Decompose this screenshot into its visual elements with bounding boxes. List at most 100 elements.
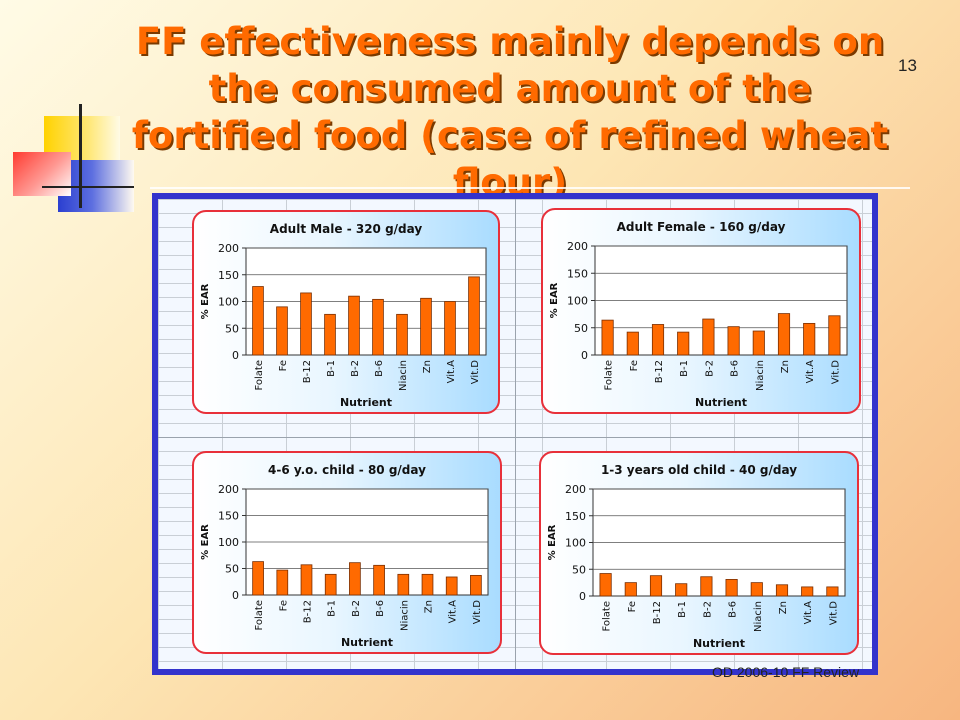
chart-child-4-6: 4-6 y.o. child - 80 g/day 0 50 100 150 200 % E… <box>192 451 502 654</box>
x-tick-label: B-6 <box>375 600 386 617</box>
bar-vit-d <box>826 586 839 597</box>
bar-b-12 <box>300 292 312 356</box>
bar-fe <box>276 306 288 356</box>
y-tick-label: 50 <box>574 322 588 335</box>
chart-title: 1-3 years old child - 40 g/day <box>601 463 797 477</box>
x-axis-label: Nutrient <box>341 636 393 649</box>
x-tick-label: Fe <box>278 600 289 611</box>
x-tick-label: B-1 <box>677 601 688 618</box>
x-tick-label: Folate <box>602 601 613 632</box>
bar-vit-d <box>828 315 841 356</box>
chart-child-1-3: 1-3 years old child - 40 g/day 0 50 100 150 2… <box>539 451 859 655</box>
bar-b-1 <box>677 331 690 356</box>
bar-vit-a <box>444 301 456 356</box>
y-tick-label: 0 <box>232 349 239 362</box>
chart-svg: 1-3 years old child - 40 g/day 0 50 100 150 2… <box>547 463 846 650</box>
y-tick-label: 0 <box>581 349 588 362</box>
y-tick-label: 0 <box>232 589 239 602</box>
slide-footer: OD 2006-10 FF Review <box>712 664 860 680</box>
x-tick-label: B-12 <box>654 360 665 383</box>
x-tick-label: B-2 <box>351 600 362 617</box>
x-tick-label: Niacin <box>753 601 764 632</box>
x-tick-label: B-12 <box>302 360 313 383</box>
x-tick-label: B-1 <box>679 360 690 377</box>
y-tick-label: 200 <box>565 483 586 496</box>
x-tick-label: Vit.D <box>472 600 483 624</box>
x-tick-label: B-6 <box>728 601 739 618</box>
bar-fe <box>624 582 637 597</box>
bar-zn <box>421 573 434 596</box>
y-axis-label: % EAR <box>549 282 560 318</box>
y-tick-label: 0 <box>579 590 586 603</box>
bar-vit-a <box>801 586 814 597</box>
x-tick-label: B-1 <box>327 600 338 617</box>
bar-vit-a <box>445 576 458 596</box>
bar-niacin <box>397 573 410 596</box>
x-tick-label: B-2 <box>350 360 361 377</box>
y-axis-label: % EAR <box>547 524 558 560</box>
bar-folate <box>252 561 264 596</box>
bar-folate <box>601 319 614 356</box>
x-tick-label: Vit.D <box>828 601 839 625</box>
y-tick-label: 100 <box>218 296 239 309</box>
y-axis-label: % EAR <box>200 524 211 560</box>
x-tick-label: Zn <box>780 360 791 373</box>
x-tick-label: Vit.A <box>446 360 457 383</box>
bar-fe <box>276 569 289 596</box>
x-axis-label: Nutrient <box>695 396 747 409</box>
y-tick-label: 150 <box>567 267 588 280</box>
bar-b-6 <box>372 298 384 356</box>
x-axis-label: Nutrient <box>693 637 745 650</box>
bar-zn <box>775 584 789 597</box>
bar-b-12 <box>651 324 665 356</box>
x-tick-label: Zn <box>422 360 433 373</box>
bar-b-12 <box>300 564 313 596</box>
bar-b-12 <box>649 575 663 597</box>
y-tick-label: 150 <box>218 510 239 523</box>
bar-b-1 <box>324 573 337 596</box>
decorative-horizontal-line <box>42 186 134 188</box>
x-tick-label: Niacin <box>399 600 410 631</box>
x-tick-label: Vit.A <box>803 601 814 624</box>
y-tick-label: 50 <box>225 322 239 335</box>
bar-vit-d <box>468 276 480 356</box>
frame-divider-horizontal <box>158 437 872 438</box>
x-tick-label: Vit.D <box>470 360 481 384</box>
x-tick-label: Fe <box>627 601 638 612</box>
bar-b-6 <box>727 326 740 356</box>
bar-niacin <box>396 313 408 356</box>
y-tick-label: 150 <box>218 269 239 282</box>
x-tick-label: Zn <box>424 600 435 613</box>
bar-vit-a <box>803 322 816 356</box>
slide-title: FF effectiveness mainly depends on the c… <box>131 20 889 204</box>
title-underline <box>150 187 910 189</box>
y-axis-label: % EAR <box>200 283 211 319</box>
y-tick-label: 200 <box>218 483 239 496</box>
x-tick-label: Niacin <box>755 360 766 391</box>
bar-niacin <box>752 330 765 356</box>
bar-niacin <box>750 582 763 597</box>
chart-title: Adult Male - 320 g/day <box>270 222 423 236</box>
x-tick-label: Vit.A <box>448 600 459 623</box>
x-tick-label: Folate <box>254 600 265 631</box>
chart-adult-male: Adult Male - 320 g/day 0 50 100 150 200 % EAR F… <box>192 210 500 414</box>
bar-b-2 <box>702 318 715 356</box>
y-tick-label: 100 <box>565 537 586 550</box>
x-tick-label: B-6 <box>374 360 385 377</box>
x-tick-label: B-12 <box>652 601 663 624</box>
x-tick-label: B-2 <box>702 601 713 618</box>
chart-svg: Adult Female - 160 g/day 0 50 100 150 200 % EA… <box>549 220 848 409</box>
bar-b-2 <box>348 295 360 356</box>
chart-title: 4-6 y.o. child - 80 g/day <box>268 463 426 477</box>
chart-svg: Adult Male - 320 g/day 0 50 100 150 200 % EAR F… <box>200 222 487 409</box>
chart-svg: 4-6 y.o. child - 80 g/day 0 50 100 150 200 % E… <box>200 463 489 649</box>
bar-vit-d <box>470 574 482 596</box>
x-tick-label: Fe <box>278 360 289 371</box>
frame-divider-vertical <box>515 199 516 669</box>
y-tick-label: 50 <box>225 563 239 576</box>
bar-zn <box>420 297 432 356</box>
x-tick-label: Fe <box>629 360 640 371</box>
bar-b-2 <box>349 562 361 596</box>
bar-zn <box>777 313 791 356</box>
x-tick-label: B-6 <box>730 360 741 377</box>
